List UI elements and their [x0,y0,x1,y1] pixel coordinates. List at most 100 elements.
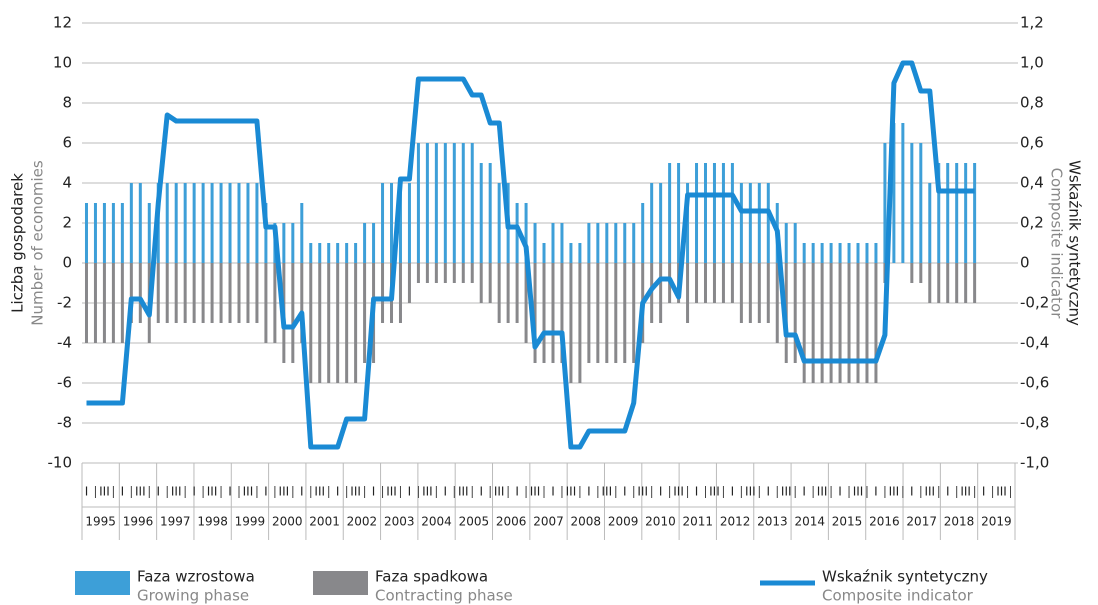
bar [739,263,743,323]
bar [497,263,501,323]
bar [623,223,627,263]
legend-label: Faza spadkowa [375,568,488,586]
x-tick-label: III [602,485,613,499]
bar [560,223,564,263]
bar [928,183,932,263]
bar [300,203,304,263]
legend-label-en: Growing phase [137,587,249,605]
bar [291,263,295,363]
bar [793,223,797,263]
x-tick-label: I [623,485,627,499]
bar [138,263,142,323]
y2-tick-label: -0,6 [1020,374,1049,392]
y-tick-label: -4 [57,334,72,352]
y2-tick-label: 1,0 [1020,54,1044,72]
bar [766,183,770,263]
bar [327,243,331,263]
x-tick-label: III [960,485,971,499]
bar [802,243,806,263]
bar [560,263,564,363]
legend-label: Wskaźnik syntetyczny [822,568,988,586]
bar [174,263,178,323]
bar [363,263,367,363]
bar [138,183,142,263]
y-tick-label: 0 [62,254,72,272]
bar [434,263,438,283]
x-tick-label: I [372,485,376,499]
bar [479,163,483,263]
bar [354,243,358,263]
y2-tick-label: 0 [1020,254,1030,272]
x-tick-label: I [85,485,89,499]
bar [964,263,968,303]
bar [120,203,124,263]
x-tick-label: III [924,485,935,499]
x-tick-label: III [566,485,577,499]
x-tick-label: I [587,485,591,499]
year-label: 2009 [608,515,639,529]
bar [721,263,725,303]
y-tick-label: 4 [62,174,72,192]
x-tick-label: I [695,485,699,499]
year-label: 1998 [197,515,228,529]
bar [596,263,600,363]
bar [865,263,869,383]
bar [183,263,187,323]
bar [578,263,582,383]
bar [596,223,600,263]
bar [345,243,349,263]
bar [372,223,376,263]
bar [542,243,546,263]
bar [551,263,555,363]
bar [461,263,465,283]
x-tick-label: III [386,485,397,499]
bar [874,243,878,263]
bar [102,203,106,263]
year-label: 2012 [720,515,751,529]
x-tick-label: III [494,485,505,499]
x-tick-label: I [946,485,950,499]
bar [686,263,690,323]
y2-tick-label: 0,8 [1020,94,1044,112]
bar [192,183,196,263]
x-tick-label: I [982,485,986,499]
x-tick-label: III [889,485,900,499]
y2-axis-label-en: Composite indicator [1048,168,1066,320]
bar [111,203,115,263]
year-label: 2004 [421,515,452,529]
bar [829,243,833,263]
y-tick-label: -6 [57,374,72,392]
x-tick-label: III [709,485,720,499]
bar [291,223,295,263]
bar [811,243,815,263]
year-label: 1999 [235,515,266,529]
legend-label-en: Contracting phase [375,587,513,605]
bar [443,143,447,263]
bar [497,183,501,263]
x-tick-label: III [243,485,254,499]
bar [820,263,824,383]
x-tick-label: I [228,485,232,499]
year-label: 1995 [85,515,116,529]
bar [641,203,645,263]
bar [524,263,528,343]
bar [955,163,959,263]
y2-tick-label: -1,0 [1020,454,1049,472]
bar [210,263,214,323]
bar [856,263,860,383]
x-tick-label: III [135,485,146,499]
x-tick-label: I [479,485,483,499]
bar [587,263,591,363]
legend-label: Faza wzrostowa [137,568,255,586]
year-label: 2019 [981,515,1012,529]
x-tick-label: I [515,485,519,499]
bar [102,263,106,343]
bar [721,163,725,263]
x-tick-label: I [910,485,914,499]
bar [946,263,950,303]
bar [757,263,761,323]
y2-tick-label: -0,4 [1020,334,1049,352]
bar [363,223,367,263]
y-axis-label: Liczba gospodarek [9,173,27,313]
bar [416,143,420,263]
